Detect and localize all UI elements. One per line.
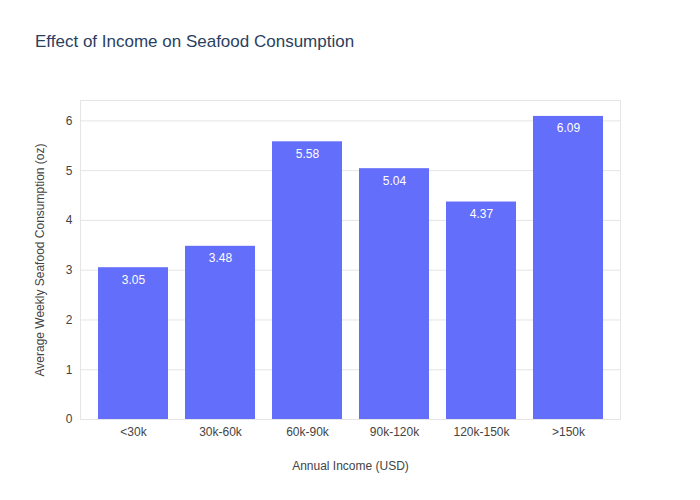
svg-text:3: 3 bbox=[66, 263, 73, 277]
svg-text:1: 1 bbox=[66, 363, 73, 377]
svg-text:60k-90k: 60k-90k bbox=[286, 425, 330, 439]
svg-text:0: 0 bbox=[66, 412, 73, 426]
svg-text:5.58: 5.58 bbox=[296, 147, 320, 161]
svg-text:>150k: >150k bbox=[552, 425, 586, 439]
svg-text:Average Weekly Seafood Consump: Average Weekly Seafood Consumption (oz) bbox=[33, 143, 47, 376]
svg-text:Annual Income (USD): Annual Income (USD) bbox=[292, 459, 409, 473]
svg-text:6.09: 6.09 bbox=[557, 121, 581, 135]
svg-text:4: 4 bbox=[66, 213, 73, 227]
svg-text:30k-60k: 30k-60k bbox=[199, 425, 243, 439]
svg-text:6: 6 bbox=[66, 114, 73, 128]
svg-text:4.37: 4.37 bbox=[470, 207, 494, 221]
svg-text:2: 2 bbox=[66, 313, 73, 327]
svg-text:<30k: <30k bbox=[120, 425, 147, 439]
svg-text:120k-150k: 120k-150k bbox=[453, 425, 510, 439]
svg-text:5.04: 5.04 bbox=[383, 174, 407, 188]
html-text:Effect of Income on Seafood Co: Effect of Income on Seafood Consumption bbox=[35, 32, 355, 51]
svg-text:3.48: 3.48 bbox=[209, 251, 233, 265]
svg-text:3.05: 3.05 bbox=[122, 273, 146, 287]
svg-text:90k-120k: 90k-120k bbox=[370, 425, 420, 439]
svg-text:5: 5 bbox=[66, 164, 73, 178]
